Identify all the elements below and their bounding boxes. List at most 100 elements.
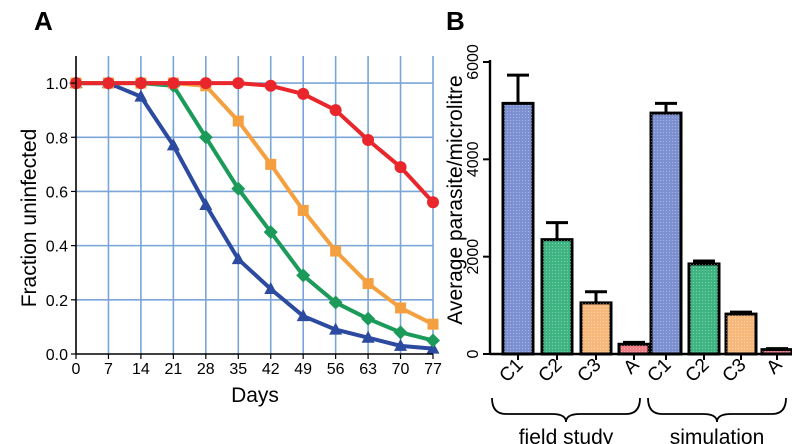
- bar-texture: [689, 263, 719, 354]
- y-tick-label: 6000: [465, 44, 482, 80]
- data-point-square: [330, 245, 342, 257]
- series-line-square: [76, 81, 434, 326]
- group-brace: [491, 397, 641, 423]
- y-axis-title: Fraction uninfected: [18, 129, 41, 308]
- data-point-triangle: [394, 338, 408, 351]
- y-tick-label: 1.0: [46, 76, 68, 93]
- y-tick-label: 4000: [465, 141, 482, 177]
- data-point-triangle: [199, 198, 213, 210]
- data-point-diamond: [426, 333, 440, 348]
- panel-label-a: A: [34, 6, 53, 36]
- tick-labels: 0 7 14 21 28 35 42 49 56 63 70 77 0.0 0.2 0.4 0.6 0.8 1.0: [46, 76, 442, 378]
- y-tick-label: 0.2: [46, 293, 68, 310]
- data-point-circle: [427, 196, 439, 209]
- bar-group: [501, 73, 535, 356]
- data-point-square: [232, 115, 244, 127]
- bar-group: [540, 221, 574, 356]
- x-tick-label: 42: [262, 361, 280, 378]
- bar-group: [579, 290, 613, 356]
- axes: [483, 60, 792, 360]
- series-lines: [76, 81, 435, 351]
- data-point-diamond: [231, 181, 246, 196]
- bar-texture: [503, 103, 533, 354]
- category-label: C2: [535, 355, 567, 387]
- data-point-triangle: [361, 330, 375, 343]
- tick-labels: 0 2000 4000 6000: [465, 44, 482, 358]
- data-point-square: [362, 278, 374, 290]
- category-label: C2: [682, 355, 714, 387]
- grid: [76, 56, 434, 354]
- x-axis-title: Days: [231, 384, 279, 407]
- bar-texture: [619, 344, 649, 354]
- bar-group: [724, 310, 758, 356]
- x-tick-label: 21: [164, 361, 182, 378]
- data-point-circle: [329, 104, 342, 117]
- data-point-circle: [264, 79, 277, 92]
- category-label: C1: [496, 355, 528, 387]
- category-label: C3: [719, 355, 751, 387]
- category-labels: C1 C2 C3 A C1 C2 C3 A: [496, 354, 787, 386]
- data-point-diamond: [263, 225, 278, 240]
- survival-chart: 0 7 14 21 28 35 42 49 56 63 70 77 0.0 0.2 0.4 0.6 0.8 1.0…: [18, 56, 442, 407]
- category-label: A: [763, 354, 787, 378]
- x-tick-label: 77: [424, 361, 442, 378]
- bar-group: [649, 101, 683, 356]
- data-point-circle: [199, 77, 212, 90]
- bar-texture: [726, 314, 756, 354]
- bar-texture: [762, 349, 792, 354]
- data-point-square: [395, 302, 407, 314]
- data-point-diamond: [296, 268, 311, 283]
- data-point-triangle: [296, 309, 310, 322]
- data-point-circle: [297, 87, 310, 100]
- x-tick-label: 56: [327, 361, 345, 378]
- data-point-square: [427, 318, 439, 330]
- data-point-triangle: [264, 281, 278, 294]
- x-tick-label: 0: [72, 361, 81, 378]
- x-tick-label: 35: [229, 361, 247, 378]
- bars: [501, 73, 792, 356]
- group-brackets: field study simulation: [491, 397, 787, 444]
- data-point-circle: [167, 77, 180, 90]
- data-point-triangle: [166, 138, 180, 151]
- y-tick-label: 2000: [465, 239, 482, 275]
- series-line-triangle: [76, 81, 434, 351]
- y-tick-label: 0.6: [46, 184, 68, 201]
- data-point-square: [265, 158, 277, 170]
- data-point-triangle: [329, 322, 343, 335]
- category-label: A: [620, 354, 644, 378]
- data-point-square: [297, 204, 309, 216]
- category-label: C1: [644, 355, 676, 387]
- bar-texture: [651, 113, 681, 354]
- x-tick-label: 70: [392, 361, 410, 378]
- y-axis-title: Average parasite/microlitre: [444, 75, 467, 324]
- group-brace: [647, 397, 787, 423]
- group-label-simulation: simulation: [670, 426, 765, 444]
- bar-group: [687, 259, 721, 356]
- x-tick-label: 28: [197, 361, 215, 378]
- axes: [71, 56, 434, 359]
- y-tick-label: 0.4: [46, 239, 68, 256]
- x-tick-label: 7: [104, 361, 113, 378]
- series-markers: [69, 76, 440, 354]
- series-line-diamond: [76, 81, 434, 343]
- group-label-field-study: field study: [519, 426, 614, 444]
- bar-texture: [581, 302, 611, 354]
- x-tick-label: 14: [132, 361, 150, 378]
- bar-texture: [542, 239, 572, 354]
- category-label: C3: [574, 355, 606, 387]
- bar-group: [617, 340, 651, 356]
- data-point-diamond: [393, 325, 408, 340]
- data-point-circle: [232, 77, 245, 90]
- data-point-diamond: [328, 295, 343, 310]
- y-tick-label: 0: [465, 349, 482, 358]
- panel-label-b: B: [446, 6, 465, 36]
- data-point-triangle: [231, 252, 245, 265]
- y-tick-label: 0.8: [46, 130, 68, 147]
- data-point-diamond: [361, 311, 376, 326]
- data-point-diamond: [198, 130, 213, 145]
- data-point-circle: [394, 161, 407, 174]
- data-point-circle: [102, 77, 115, 90]
- x-tick-label: 49: [294, 361, 312, 378]
